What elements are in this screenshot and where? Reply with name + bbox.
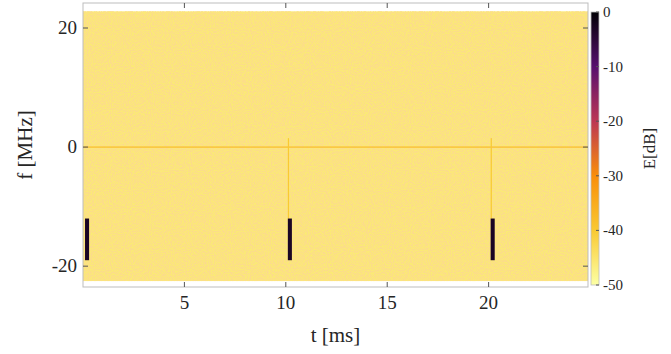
x-tick-label: 15: [378, 292, 397, 313]
colorbar-tick-label: -20: [603, 113, 623, 129]
heatmap-cells: [83, 11, 588, 281]
colorbar-title: E[dB]: [640, 128, 659, 170]
energy-region: [85, 219, 89, 261]
energy-region: [491, 138, 492, 218]
x-axis-title: t [ms]: [311, 323, 361, 347]
colorbar-tick-label: -40: [603, 222, 623, 238]
y-tick: [83, 266, 88, 267]
y-tick: [583, 266, 588, 267]
plot-frame: [83, 3, 588, 287]
y-axis-title: f [MHz]: [13, 110, 37, 179]
y-tick: [83, 28, 88, 29]
energy-region: [288, 219, 292, 261]
y-tick-label: 20: [58, 17, 77, 38]
x-tick: [285, 282, 286, 287]
energy-region: [288, 138, 289, 218]
y-tick-label: -20: [52, 255, 77, 276]
y-tick-label: 0: [68, 136, 78, 157]
x-tick-label: 20: [479, 292, 498, 313]
colorbar-tick: [596, 12, 599, 13]
x-tick: [387, 282, 388, 287]
x-tick: [488, 3, 489, 8]
energy-region: [83, 11, 588, 281]
x-tick: [387, 3, 388, 8]
y-tick: [83, 147, 88, 148]
colorbar-tick-label: 0: [603, 4, 611, 20]
colorbar-tick: [596, 175, 599, 176]
colorbar-tick: [596, 66, 599, 67]
colorbar-tick: [596, 230, 599, 231]
colorbar: [591, 12, 599, 285]
colorbar-tick-label: -50: [603, 277, 623, 293]
colorbar-tick-label: -30: [603, 168, 623, 184]
y-tick: [583, 28, 588, 29]
y-tick: [583, 147, 588, 148]
x-tick: [285, 3, 286, 8]
energy-region: [83, 146, 588, 147]
x-tick: [184, 282, 185, 287]
colorbar-tick: [596, 285, 599, 286]
colorbar-tick: [596, 121, 599, 122]
chart: 5 10 15 20 -20 0 20 t [ms] f [MHz] 0 -10 -20 -30 -40 -…: [0, 0, 671, 354]
x-tick: [488, 282, 489, 287]
energy-region: [491, 219, 495, 261]
colorbar-tick-label: -10: [603, 59, 623, 75]
plot-area: [83, 3, 588, 287]
x-tick-label: 10: [276, 292, 295, 313]
x-tick-label: 5: [180, 292, 190, 313]
x-tick: [184, 3, 185, 8]
